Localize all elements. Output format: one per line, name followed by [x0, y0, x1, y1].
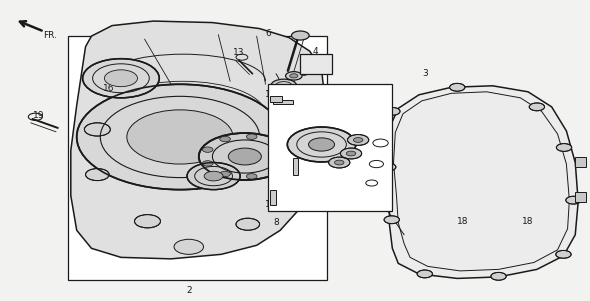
Circle shape — [271, 79, 297, 92]
Text: 16: 16 — [103, 84, 115, 93]
Circle shape — [353, 138, 363, 142]
Circle shape — [346, 151, 356, 156]
Circle shape — [491, 272, 506, 280]
Text: FR.: FR. — [43, 31, 57, 40]
Text: 6: 6 — [266, 29, 271, 38]
Bar — [68, 36, 327, 280]
Text: 5: 5 — [301, 69, 307, 78]
Circle shape — [270, 167, 280, 172]
Circle shape — [202, 161, 213, 166]
Text: 21: 21 — [204, 173, 215, 182]
Bar — [268, 84, 392, 211]
Circle shape — [529, 103, 545, 111]
Circle shape — [450, 83, 465, 91]
Circle shape — [290, 74, 298, 78]
Text: 8: 8 — [273, 218, 279, 227]
Text: 15: 15 — [371, 167, 382, 176]
Circle shape — [104, 70, 137, 87]
Text: 10: 10 — [288, 157, 300, 166]
Text: 20: 20 — [227, 152, 239, 161]
Bar — [273, 100, 293, 104]
Text: 9: 9 — [340, 157, 346, 166]
Circle shape — [286, 72, 302, 80]
Polygon shape — [71, 21, 324, 259]
Bar — [270, 96, 282, 102]
Text: 11: 11 — [327, 90, 339, 99]
Circle shape — [385, 107, 400, 115]
Circle shape — [348, 135, 369, 145]
Text: 9: 9 — [324, 164, 330, 173]
Bar — [300, 54, 332, 74]
Circle shape — [329, 157, 350, 168]
Circle shape — [340, 148, 362, 159]
Circle shape — [83, 59, 159, 98]
Circle shape — [287, 127, 356, 162]
Circle shape — [228, 148, 261, 165]
Circle shape — [219, 171, 230, 177]
Circle shape — [556, 250, 571, 258]
Text: 9: 9 — [355, 144, 361, 154]
Circle shape — [236, 218, 260, 230]
Circle shape — [187, 163, 240, 190]
Bar — [270, 190, 276, 205]
Circle shape — [247, 174, 257, 179]
Circle shape — [417, 270, 432, 278]
Polygon shape — [386, 86, 578, 278]
Circle shape — [174, 239, 204, 254]
Text: 11: 11 — [301, 90, 313, 99]
Circle shape — [247, 134, 257, 139]
Bar — [293, 158, 298, 175]
Text: 18: 18 — [522, 217, 534, 226]
Circle shape — [291, 31, 309, 40]
Circle shape — [127, 110, 233, 164]
Circle shape — [335, 160, 344, 165]
Circle shape — [77, 84, 283, 190]
Circle shape — [86, 169, 109, 181]
Text: 2: 2 — [186, 286, 192, 295]
Circle shape — [270, 141, 280, 146]
Circle shape — [283, 163, 307, 175]
Text: 7: 7 — [289, 81, 295, 90]
Text: 19: 19 — [32, 111, 44, 120]
Text: 13: 13 — [233, 48, 245, 57]
Circle shape — [135, 215, 160, 228]
Circle shape — [199, 133, 291, 180]
Circle shape — [381, 163, 396, 171]
Circle shape — [566, 196, 581, 204]
Circle shape — [219, 136, 230, 142]
Text: 3: 3 — [422, 69, 428, 78]
Text: 12: 12 — [375, 132, 386, 141]
Circle shape — [202, 147, 213, 152]
Text: 11: 11 — [264, 200, 276, 209]
Bar — [575, 192, 586, 202]
Text: 14: 14 — [363, 184, 375, 193]
Circle shape — [84, 123, 110, 136]
Circle shape — [384, 216, 399, 224]
Circle shape — [556, 144, 572, 151]
Text: 4: 4 — [313, 47, 319, 56]
Text: 18: 18 — [457, 217, 469, 226]
Circle shape — [309, 138, 335, 151]
Bar — [575, 157, 586, 167]
Text: 17: 17 — [264, 90, 276, 99]
Circle shape — [279, 154, 290, 159]
Circle shape — [204, 171, 223, 181]
